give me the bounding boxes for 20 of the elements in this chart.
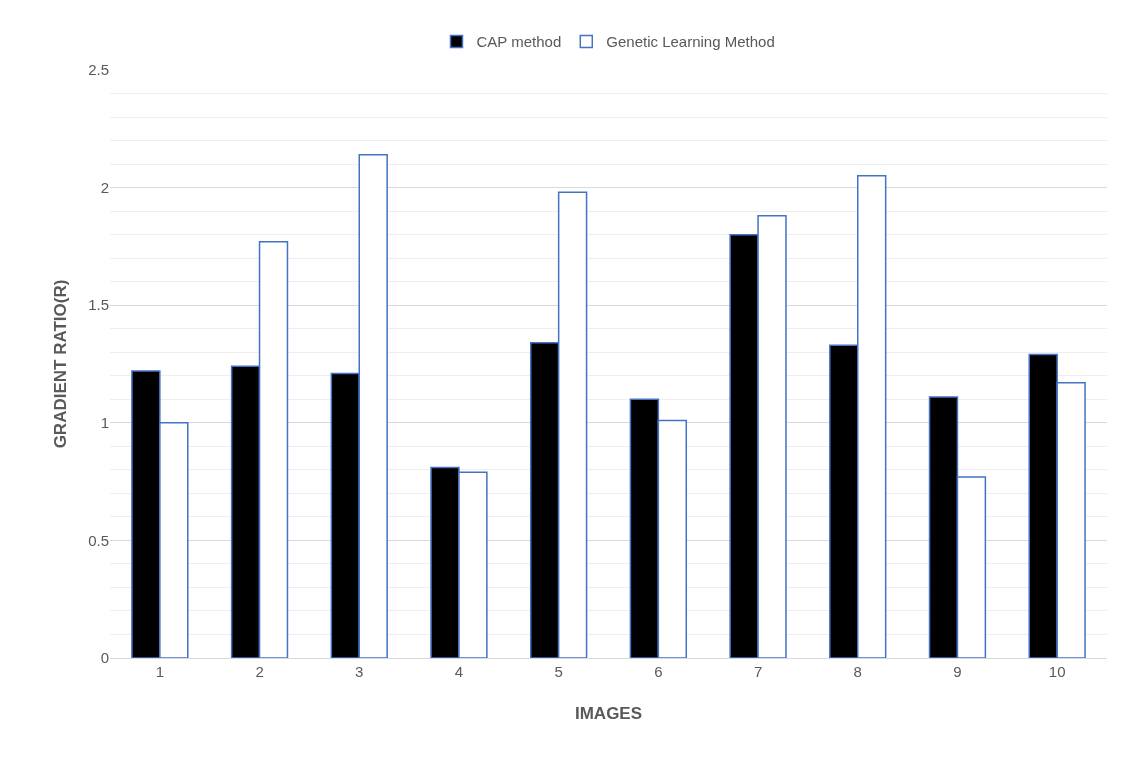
x-tick-label: 1	[155, 663, 165, 680]
x-tick-label: 2	[255, 663, 264, 680]
y-tick-label: 1	[100, 414, 109, 432]
y-tick-label: 0.5	[88, 531, 109, 549]
y-tick-label: 0	[100, 649, 109, 667]
x-tick-label: 5	[554, 663, 563, 680]
x-axis-title: IMAGES	[574, 704, 643, 723]
y-tick-label: 2.5	[88, 61, 109, 79]
y-tick-label: 1.5	[88, 296, 109, 314]
x-tick-label: 4	[454, 663, 464, 680]
x-tick-label: 9	[953, 663, 962, 680]
legend-label: Genetic Learning Method	[606, 33, 775, 51]
x-tick-label: 8	[853, 663, 862, 680]
x-tick-label: 3	[355, 663, 364, 680]
y-axis-title: GRADIENT RATIO(R)	[51, 279, 70, 449]
legend-label: CAP method	[476, 33, 562, 51]
x-tick-label: 7	[753, 663, 763, 680]
x-tick-label: 10	[1048, 663, 1066, 680]
y-tick-label: 2	[100, 178, 109, 196]
x-tick-label: 6	[654, 663, 663, 680]
